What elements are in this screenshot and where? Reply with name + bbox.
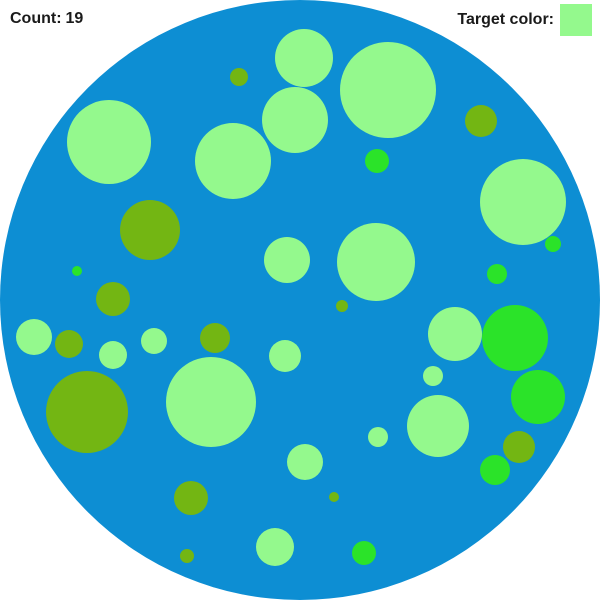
target-color-dot[interactable] — [195, 123, 271, 199]
target-color-swatch — [560, 4, 592, 36]
olive-dot[interactable] — [329, 492, 339, 502]
target-color-dot[interactable] — [16, 319, 52, 355]
target-color-label: Target color: — [457, 11, 554, 28]
target-color-dot[interactable] — [423, 366, 443, 386]
target-color-dot[interactable] — [287, 444, 323, 480]
target-color-dot[interactable] — [166, 357, 256, 447]
target-color-dot[interactable] — [275, 29, 333, 87]
olive-dot[interactable] — [46, 371, 128, 453]
bright-green-dot[interactable] — [365, 149, 389, 173]
target-color-dot[interactable] — [99, 341, 127, 369]
olive-dot[interactable] — [180, 549, 194, 563]
target-color-dot[interactable] — [407, 395, 469, 457]
target-color-dot[interactable] — [262, 87, 328, 153]
count-display: Count: 19 — [10, 10, 83, 28]
olive-dot[interactable] — [96, 282, 130, 316]
target-color-dot[interactable] — [256, 528, 294, 566]
olive-dot[interactable] — [120, 200, 180, 260]
olive-dot[interactable] — [230, 68, 248, 86]
bright-green-dot[interactable] — [352, 541, 376, 565]
olive-dot[interactable] — [336, 300, 348, 312]
olive-dot[interactable] — [503, 431, 535, 463]
target-color-dot[interactable] — [337, 223, 415, 301]
target-color-dot[interactable] — [269, 340, 301, 372]
dots-layer — [16, 29, 566, 566]
target-color-dot[interactable] — [141, 328, 167, 354]
olive-dot[interactable] — [174, 481, 208, 515]
olive-dot[interactable] — [55, 330, 83, 358]
olive-dot[interactable] — [200, 323, 230, 353]
target-color-dot[interactable] — [368, 427, 388, 447]
target-color-dot[interactable] — [428, 307, 482, 361]
bright-green-dot[interactable] — [511, 370, 565, 424]
target-color-dot[interactable] — [264, 237, 310, 283]
count-label: Count: — [10, 10, 62, 27]
target-color-dot[interactable] — [67, 100, 151, 184]
bright-green-dot[interactable] — [487, 264, 507, 284]
bright-green-dot[interactable] — [482, 305, 548, 371]
target-color-display: Target color: — [457, 4, 592, 36]
target-color-dot[interactable] — [480, 159, 566, 245]
bright-green-dot[interactable] — [480, 455, 510, 485]
olive-dot[interactable] — [465, 105, 497, 137]
bright-green-dot[interactable] — [545, 236, 561, 252]
count-value: 19 — [65, 10, 84, 27]
target-color-dot[interactable] — [340, 42, 436, 138]
bright-green-dot[interactable] — [72, 266, 82, 276]
